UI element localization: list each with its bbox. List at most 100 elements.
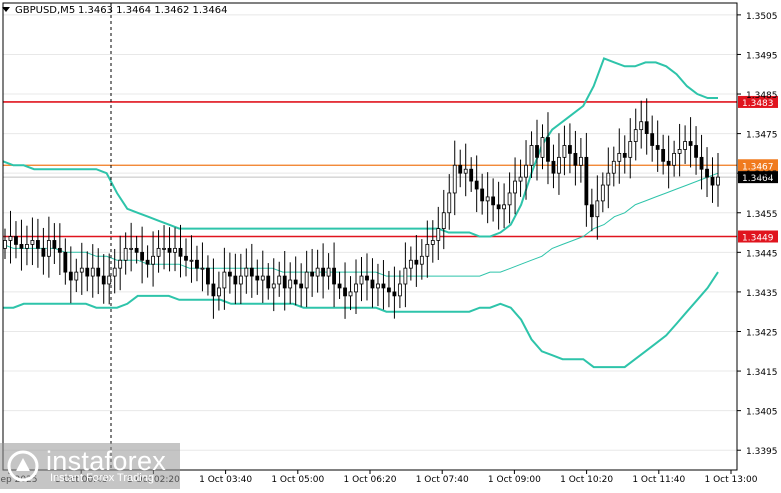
y-tick-label: 1.3435 (746, 289, 778, 299)
candles (3, 98, 720, 319)
y-tick-label: 1.3495 (746, 51, 778, 61)
candle-body (628, 141, 633, 158)
candle-body (606, 172, 611, 186)
grid (3, 14, 737, 451)
candle-body (25, 244, 29, 249)
candle-body (622, 152, 627, 158)
candle-body (699, 156, 704, 170)
candle-body (206, 267, 210, 285)
candle-body (129, 247, 134, 250)
candle-body (639, 121, 644, 131)
candle-body (173, 247, 177, 253)
y-tick-label: 1.3425 (746, 328, 778, 338)
candle-body (326, 267, 331, 277)
candle-body (74, 271, 79, 281)
candle-body (694, 145, 698, 158)
watermark-logo (0, 443, 180, 489)
candle-body (611, 160, 616, 174)
logo-text: instaforex (46, 446, 167, 476)
candle-body (562, 145, 567, 158)
candle-body (589, 204, 594, 218)
candle-body (683, 141, 688, 150)
candle-body (321, 267, 326, 277)
y-tick-label: 1.3395 (746, 447, 778, 457)
candle-body (343, 287, 347, 297)
symbol-label: GBPUSD,M5 (15, 5, 75, 16)
candle-body (502, 204, 507, 210)
candle-body (491, 196, 496, 206)
level-label-pivot: 1.3467 (742, 162, 774, 172)
candle-body (271, 283, 276, 289)
candle-body (85, 267, 90, 277)
candle-body (293, 279, 298, 285)
candle-body (392, 291, 397, 297)
y-tick-label: 1.3405 (746, 408, 778, 418)
candle-body (666, 160, 671, 166)
candle-body (447, 192, 452, 214)
y-tick-label: 1.3415 (746, 368, 778, 378)
candle-body (546, 137, 550, 162)
candle-body (524, 164, 528, 178)
candle-body (310, 271, 315, 277)
candle-body (41, 247, 46, 257)
candle-body (419, 255, 424, 265)
candle-body (644, 121, 649, 135)
candle-body (63, 251, 68, 273)
candle-body (365, 275, 369, 281)
instaforex-logo-icon (7, 450, 39, 482)
candle-body (14, 236, 18, 245)
candle-body (359, 275, 364, 285)
candle-body (30, 240, 35, 245)
candle-body (90, 267, 95, 277)
candle-body (52, 240, 57, 249)
candle-body (441, 212, 446, 229)
price-axis[interactable]: 1.3505 1.3495 1.3485 1.3475 1.3465 1.3455 1.34… (737, 12, 778, 457)
candle-body (46, 240, 51, 257)
candle-body (370, 279, 375, 289)
candle-body (617, 152, 622, 162)
candle-body (578, 156, 583, 166)
candle-body (425, 244, 430, 257)
candle-body (354, 283, 358, 293)
symbol-dropdown-icon[interactable] (2, 7, 10, 12)
candle-body (277, 275, 282, 285)
candle-body (381, 283, 386, 289)
candle-body (595, 200, 600, 218)
candle-body (35, 240, 40, 249)
logo-tagline: Instant Forex Trading (50, 472, 154, 484)
candle-body (672, 152, 677, 166)
candle-body (348, 291, 353, 297)
candle-body (650, 133, 655, 146)
candle-body (430, 240, 435, 245)
candle-body (688, 141, 693, 146)
candle-body (397, 283, 402, 297)
x-tick-label: 1 Oct 06:20 (344, 475, 397, 485)
candle-body (184, 255, 188, 261)
y-tick-label: 1.3485 (746, 91, 778, 101)
candle-body (661, 149, 666, 162)
horizontal-levels[interactable]: 1.3483 1.3467 1.3464 1.3449 (3, 95, 778, 244)
candle-body (463, 168, 468, 174)
candle-body (480, 188, 485, 202)
candle-body (162, 247, 166, 250)
candle-body (299, 283, 304, 289)
candle-body (304, 271, 309, 289)
candle-body (140, 251, 145, 261)
candle-body (238, 275, 243, 285)
candle-body (227, 271, 232, 277)
candle-body (233, 275, 238, 285)
candle-body (195, 259, 199, 269)
candle-body (249, 267, 254, 277)
candle-body (469, 168, 474, 182)
candle-body (529, 145, 534, 166)
level-tag-pivot (738, 159, 778, 172)
candle-body (112, 267, 117, 277)
bollinger-lower (3, 271, 719, 369)
candle-body (68, 271, 73, 281)
candle-body (222, 271, 227, 289)
bollinger-middle (2, 172, 719, 277)
candle-body (57, 247, 62, 253)
candle-body (436, 228, 441, 241)
